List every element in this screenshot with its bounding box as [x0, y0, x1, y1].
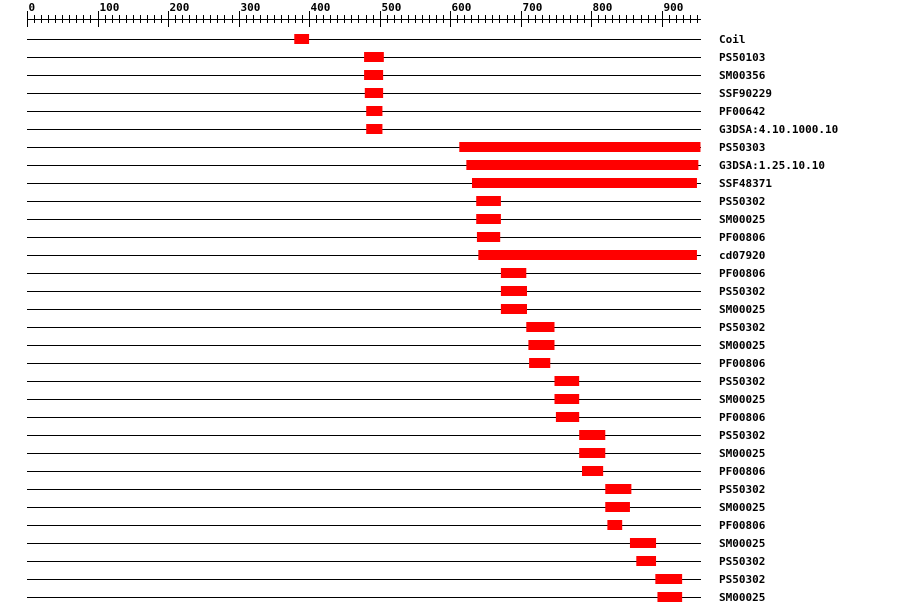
row-label: PS50302: [719, 375, 765, 388]
row-label: SSF90229: [719, 87, 772, 100]
row-label: PF00806: [719, 267, 766, 280]
row-label: G3DSA:1.25.10.10: [719, 159, 825, 172]
domain-bar: [605, 484, 632, 494]
row-label: PS50303: [719, 141, 765, 154]
domain-bar: [500, 286, 527, 296]
domain-bar: [629, 538, 657, 548]
domain-bar: [607, 520, 623, 530]
row-label: G3DSA:4.10.1000.10: [719, 123, 838, 136]
domain-bar: [476, 232, 501, 242]
row-label: PS50302: [719, 555, 765, 568]
domain-bar: [466, 160, 699, 170]
domain-bar: [655, 574, 683, 584]
row-label: PS50302: [719, 321, 765, 334]
row-label: SM00356: [719, 69, 766, 82]
row-label: PS50302: [719, 483, 765, 496]
domain-bar: [636, 556, 657, 566]
row-label: SM00025: [719, 537, 765, 550]
x-tick-label: 300: [241, 1, 261, 14]
x-tick-label: 600: [452, 1, 472, 14]
x-tick-label: 100: [100, 1, 120, 14]
domain-bar: [579, 430, 606, 440]
domain-bar: [554, 376, 580, 386]
domain-bar: [528, 340, 555, 350]
domain-bar: [471, 178, 697, 188]
domain-bar: [294, 34, 310, 44]
row-label: PS50302: [719, 285, 765, 298]
row-label: PF00806: [719, 411, 766, 424]
domain-bar: [364, 70, 384, 80]
domain-bar: [366, 106, 383, 116]
row-label: PS50302: [719, 573, 765, 586]
row-label: SSF48371: [719, 177, 772, 190]
x-tick-label: 500: [382, 1, 402, 14]
row-label: PF00642: [719, 105, 765, 118]
x-tick-label: 700: [523, 1, 543, 14]
x-tick-label: 400: [311, 1, 331, 14]
domain-bar: [526, 322, 555, 332]
domain-bar: [500, 304, 527, 314]
row-label: PS50302: [719, 429, 765, 442]
domain-bar: [555, 412, 580, 422]
domain-bar: [476, 214, 501, 224]
domain-bar: [476, 196, 501, 206]
domain-bar: [364, 88, 384, 98]
domain-bar: [459, 142, 701, 152]
row-label: SM00025: [719, 501, 765, 514]
domain-bar: [529, 358, 551, 368]
row-label: PS50302: [719, 195, 765, 208]
row-label: Coil: [719, 33, 746, 46]
x-tick-label: 800: [593, 1, 613, 14]
domain-bar: [579, 448, 606, 458]
domain-bar: [581, 466, 604, 476]
row-label: SM00025: [719, 339, 765, 352]
row-label: SM00025: [719, 393, 765, 406]
row-label: PF00806: [719, 519, 766, 532]
row-label: PS50103: [719, 51, 765, 64]
row-label: SM00025: [719, 447, 765, 460]
row-label: SM00025: [719, 213, 765, 226]
row-label: PF00806: [719, 231, 766, 244]
row-label: PF00806: [719, 465, 766, 478]
x-tick-label: 0: [29, 1, 36, 14]
row-label: SM00025: [719, 303, 765, 316]
domain-bar: [364, 52, 384, 62]
domain-bar: [478, 250, 697, 260]
row-label: PF00806: [719, 357, 766, 370]
x-tick-label: 900: [664, 1, 684, 14]
domain-bar: [554, 394, 580, 404]
row-label: SM00025: [719, 591, 765, 604]
domain-bar: [605, 502, 630, 512]
row-label: cd07920: [719, 249, 765, 262]
domain-bar: [657, 592, 683, 602]
domain-bar: [366, 124, 383, 134]
x-tick-label: 200: [170, 1, 190, 14]
domain-bar: [500, 268, 527, 278]
